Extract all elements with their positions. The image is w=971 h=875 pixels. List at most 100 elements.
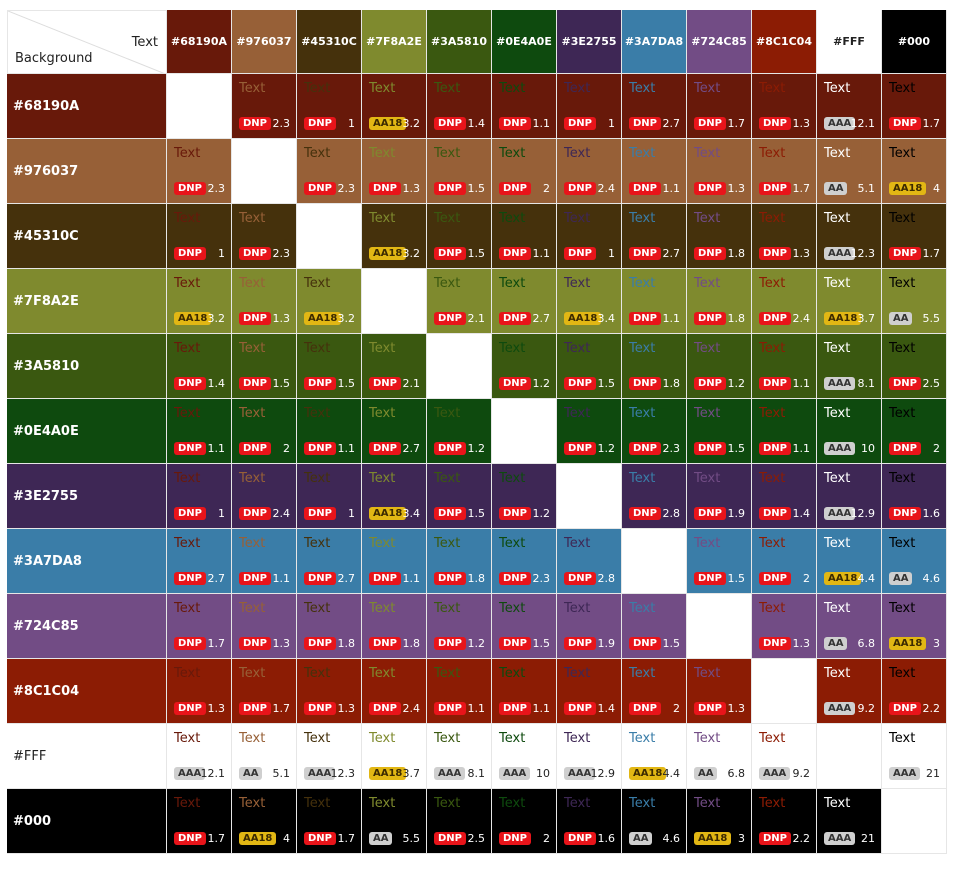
contrast-cell[interactable]: Text AAA 9.2 [752,724,817,789]
contrast-cell[interactable]: Text AA18 3.2 [362,204,427,269]
contrast-cell[interactable]: Text AAA 10 [492,724,557,789]
contrast-cell[interactable]: Text AA18 4 [232,789,297,854]
contrast-cell[interactable]: Text DNP 1.2 [557,399,622,464]
contrast-cell[interactable]: Text DNP 2.2 [882,659,947,724]
contrast-cell[interactable]: Text AAA 12.1 [817,74,882,139]
contrast-cell[interactable]: Text AA 5.1 [817,139,882,204]
row-header[interactable]: #68190A [7,74,167,139]
column-header[interactable]: #3A7DA8 [622,10,687,74]
contrast-cell[interactable]: Text DNP 2 [752,529,817,594]
contrast-cell[interactable]: Text DNP 1.8 [687,204,752,269]
contrast-cell[interactable]: Text DNP 1.5 [687,529,752,594]
row-header[interactable]: #000 [7,789,167,854]
contrast-cell[interactable]: Text DNP 1.5 [297,334,362,399]
contrast-cell[interactable]: Text AA18 3.2 [297,269,362,334]
contrast-cell[interactable]: Text DNP 2.4 [362,659,427,724]
contrast-cell[interactable]: Text DNP 1.2 [427,594,492,659]
contrast-cell[interactable]: Text AA18 3.4 [362,464,427,529]
contrast-cell[interactable]: Text DNP 1 [167,464,232,529]
contrast-cell[interactable]: Text AAA 12.3 [297,724,362,789]
contrast-cell[interactable]: Text AAA 9.2 [817,659,882,724]
contrast-cell[interactable]: Text AAA 12.3 [817,204,882,269]
contrast-cell[interactable]: Text DNP 1.4 [557,659,622,724]
contrast-cell[interactable]: Text DNP 1.1 [492,74,557,139]
contrast-cell[interactable]: Text DNP 2.7 [167,529,232,594]
contrast-cell[interactable]: Text DNP 1.5 [492,594,557,659]
contrast-cell[interactable]: Text DNP 1.8 [687,269,752,334]
contrast-cell[interactable]: Text DNP 2.3 [167,139,232,204]
contrast-cell[interactable]: Text DNP 2.8 [622,464,687,529]
contrast-cell[interactable]: Text DNP 1.6 [557,789,622,854]
contrast-cell[interactable]: Text AA 5.5 [882,269,947,334]
contrast-cell[interactable]: Text DNP 1.9 [687,464,752,529]
contrast-cell[interactable]: Text AA 4.6 [882,529,947,594]
contrast-cell[interactable]: Text AAA 8.1 [427,724,492,789]
contrast-cell[interactable]: Text DNP 1.5 [427,139,492,204]
contrast-cell[interactable]: Text DNP 2.7 [492,269,557,334]
contrast-cell[interactable]: Text AA 5.1 [232,724,297,789]
contrast-cell[interactable]: Text DNP 1.3 [752,74,817,139]
contrast-cell[interactable]: Text DNP 1.1 [492,659,557,724]
contrast-cell[interactable]: Text DNP 2.5 [882,334,947,399]
contrast-cell[interactable]: Text DNP 1.1 [167,399,232,464]
contrast-cell[interactable]: Text DNP 2.7 [622,74,687,139]
contrast-cell[interactable]: Text AA18 3.4 [557,269,622,334]
contrast-cell[interactable]: Text AAA 12.9 [557,724,622,789]
contrast-cell[interactable]: Text DNP 2.2 [752,789,817,854]
contrast-cell[interactable]: Text DNP 1.1 [297,399,362,464]
contrast-cell[interactable]: Text DNP 2.4 [752,269,817,334]
contrast-cell[interactable]: Text DNP 1.8 [427,529,492,594]
contrast-cell[interactable]: Text DNP 1 [297,464,362,529]
contrast-cell[interactable]: Text AAA 12.9 [817,464,882,529]
contrast-cell[interactable]: Text DNP 1.1 [622,269,687,334]
contrast-cell[interactable]: Text AAA 21 [817,789,882,854]
contrast-cell[interactable]: Text DNP 1.3 [362,139,427,204]
contrast-cell[interactable]: Text AAA 12.1 [167,724,232,789]
contrast-cell[interactable]: Text DNP 2.3 [232,204,297,269]
contrast-cell[interactable]: Text DNP 1.3 [167,659,232,724]
contrast-cell[interactable]: Text DNP 1.1 [362,529,427,594]
contrast-cell[interactable]: Text DNP 2.4 [557,139,622,204]
contrast-cell[interactable]: Text DNP 2.1 [427,269,492,334]
contrast-cell[interactable]: Text AA 6.8 [687,724,752,789]
contrast-cell[interactable]: Text DNP 1.5 [232,334,297,399]
column-header[interactable]: #3A5810 [427,10,492,74]
contrast-cell[interactable]: Text DNP 2.5 [427,789,492,854]
column-header[interactable]: #0E4A0E [492,10,557,74]
column-header[interactable]: #976037 [232,10,297,74]
row-header[interactable]: #0E4A0E [7,399,167,464]
contrast-cell[interactable]: Text DNP 1.4 [427,74,492,139]
contrast-cell[interactable]: Text AA 4.6 [622,789,687,854]
contrast-cell[interactable]: Text DNP 1 [557,74,622,139]
contrast-cell[interactable]: Text DNP 1.1 [427,659,492,724]
contrast-cell[interactable]: Text DNP 1.7 [752,139,817,204]
column-header[interactable]: #8C1C04 [752,10,817,74]
contrast-cell[interactable]: Text DNP 1.7 [882,204,947,269]
contrast-cell[interactable]: Text DNP 1.3 [687,139,752,204]
contrast-cell[interactable]: Text AAA 8.1 [817,334,882,399]
contrast-cell[interactable]: Text DNP 1.7 [232,659,297,724]
contrast-cell[interactable]: Text DNP 2.3 [492,529,557,594]
contrast-cell[interactable]: Text DNP 1.2 [687,334,752,399]
contrast-cell[interactable]: Text DNP 1.7 [882,74,947,139]
contrast-cell[interactable]: Text DNP 1.7 [687,74,752,139]
column-header[interactable]: #3E2755 [557,10,622,74]
contrast-cell[interactable]: Text DNP 2.7 [622,204,687,269]
contrast-cell[interactable]: Text DNP 1.6 [882,464,947,529]
contrast-cell[interactable]: Text DNP 1.3 [297,659,362,724]
contrast-cell[interactable]: Text DNP 1.1 [752,334,817,399]
row-header[interactable]: #8C1C04 [7,659,167,724]
contrast-cell[interactable]: Text DNP 1.8 [622,334,687,399]
contrast-cell[interactable]: Text AA18 4.4 [817,529,882,594]
contrast-cell[interactable]: Text DNP 1.3 [752,204,817,269]
contrast-cell[interactable]: Text AA18 3.7 [817,269,882,334]
contrast-cell[interactable]: Text DNP 1.4 [167,334,232,399]
contrast-cell[interactable]: Text DNP 1.1 [232,529,297,594]
contrast-cell[interactable]: Text DNP 1.8 [297,594,362,659]
contrast-cell[interactable]: Text DNP 1.3 [752,594,817,659]
row-header[interactable]: #3A5810 [7,334,167,399]
contrast-cell[interactable]: Text DNP 1.4 [752,464,817,529]
contrast-cell[interactable]: Text DNP 1.3 [687,659,752,724]
contrast-cell[interactable]: Text DNP 1.5 [427,204,492,269]
contrast-cell[interactable]: Text DNP 2 [492,139,557,204]
